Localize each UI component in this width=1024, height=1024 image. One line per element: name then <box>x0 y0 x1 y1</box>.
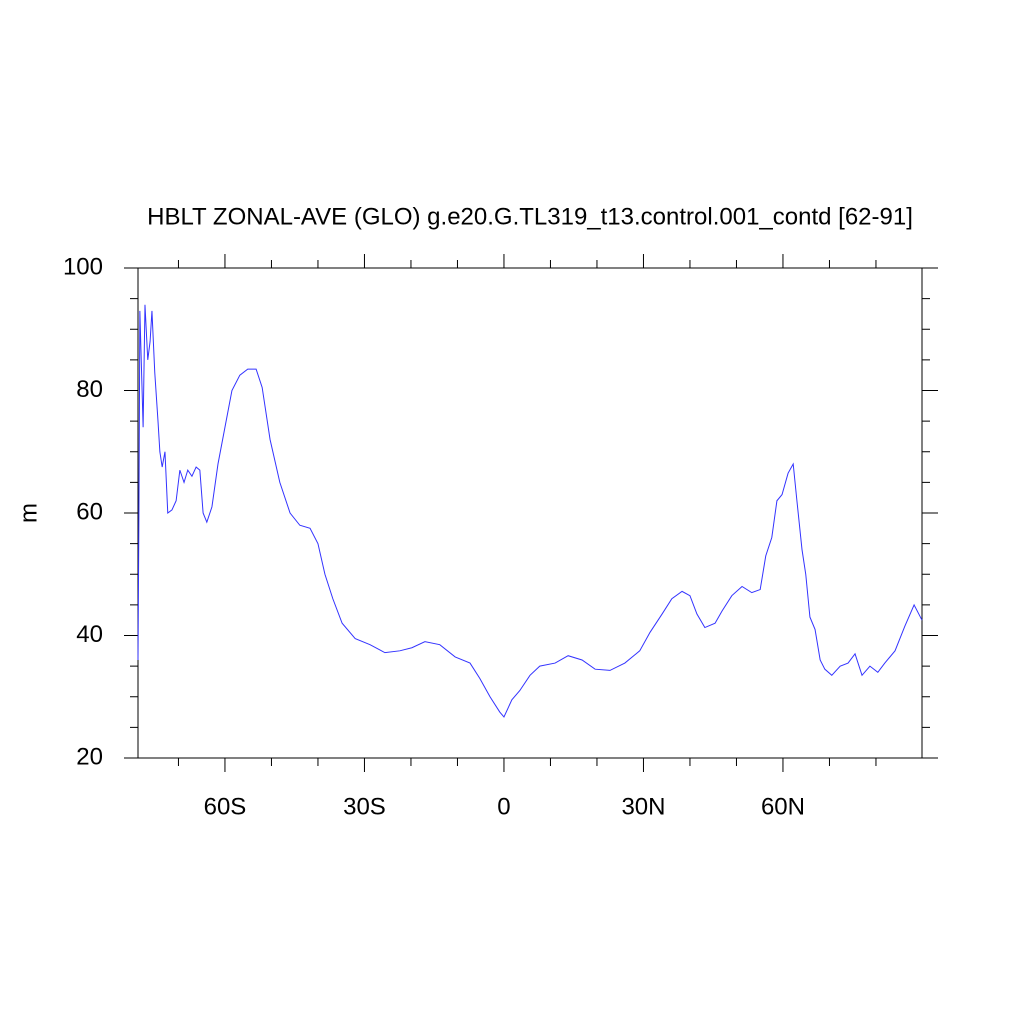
plot-frame <box>137 267 923 759</box>
y-tick-label: 80 <box>76 376 103 403</box>
y-tick-label: 40 <box>76 621 103 648</box>
y-axis-label: m <box>15 503 42 523</box>
x-tick-label: 60S <box>204 793 247 820</box>
data-line <box>137 304 923 718</box>
x-tick-label: 30S <box>343 793 386 820</box>
x-tick-label: 60N <box>761 793 805 820</box>
x-tick-label: 30N <box>621 793 665 820</box>
chart-title: HBLT ZONAL-AVE (GLO) g.e20.G.TL319_t13.c… <box>147 203 913 230</box>
y-tick-label: 60 <box>76 498 103 525</box>
y-tick-label: 20 <box>76 743 103 770</box>
x-tick-label: 0 <box>497 793 510 820</box>
y-tick-label: 100 <box>63 253 103 280</box>
